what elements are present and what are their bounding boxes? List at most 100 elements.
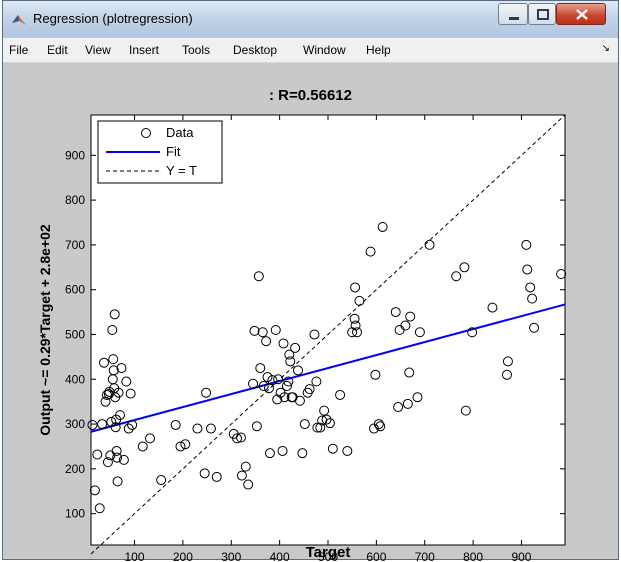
data-point [319, 405, 330, 416]
y-tick-label: 500 [65, 327, 85, 341]
data-point [145, 433, 156, 444]
minimize-button[interactable] [498, 3, 528, 25]
data-point [240, 461, 251, 472]
data-point [451, 271, 462, 282]
data-point [236, 470, 247, 481]
y-tick-label: 200 [65, 462, 85, 476]
data-point [393, 402, 404, 413]
data-point [404, 367, 415, 378]
menu-insert[interactable]: Insert [129, 43, 160, 57]
data-point [235, 432, 246, 443]
title-bar[interactable]: Regression (plotregression) [3, 1, 618, 37]
x-tick-label: 700 [415, 550, 435, 562]
data-point [522, 264, 533, 275]
data-point [127, 419, 138, 430]
data-point [487, 302, 498, 313]
data-point [373, 419, 384, 430]
y-axis-label: Output ~= 0.29*Target + 2.8e+02 [37, 224, 53, 436]
menu-view[interactable]: View [85, 43, 111, 57]
data-point [317, 415, 328, 426]
data-point [377, 221, 388, 232]
data-point [354, 295, 365, 306]
data-point [405, 311, 416, 322]
data-point [342, 445, 353, 456]
data-point [270, 325, 281, 335]
data-point [102, 457, 113, 468]
data-point [327, 443, 338, 454]
data-point [115, 410, 126, 421]
menu-edit[interactable]: Edit [47, 43, 68, 57]
x-tick-label: 400 [270, 550, 290, 562]
x-tick-label: 800 [463, 550, 483, 562]
data-point [87, 419, 98, 430]
fit-line [90, 303, 566, 433]
data-point [335, 389, 346, 400]
data-point [112, 452, 123, 463]
data-point [414, 327, 425, 338]
y-tick-label: 900 [65, 148, 85, 162]
menu-help[interactable]: Help [366, 43, 391, 57]
data-point [205, 423, 216, 434]
matlab-logo-icon [12, 15, 26, 25]
maximize-button[interactable] [528, 3, 556, 25]
data-point [110, 422, 121, 433]
data-point [412, 392, 423, 403]
data-point [192, 423, 203, 434]
data-point [267, 375, 278, 386]
data-point [309, 329, 320, 340]
data-point [264, 448, 275, 459]
data-point [321, 414, 332, 425]
data-point [349, 313, 360, 324]
data-point [113, 387, 124, 398]
data-point [170, 419, 181, 430]
data-point [290, 342, 301, 353]
data-point [116, 363, 127, 374]
data-point [273, 374, 284, 385]
y-tick-label: 300 [65, 417, 85, 431]
x-tick-label: 300 [221, 550, 241, 562]
data-point [112, 476, 123, 487]
data-point [262, 372, 273, 383]
data-point [556, 269, 567, 280]
legend-identity-label: Y = T [166, 163, 197, 178]
data-point [253, 271, 264, 282]
menu-desktop[interactable]: Desktop [233, 43, 278, 57]
menu-tools[interactable]: Tools [182, 43, 211, 57]
menu-file[interactable]: File [9, 43, 29, 57]
data-point [285, 356, 296, 367]
legend: Data Fit Y = T [97, 120, 223, 184]
data-point [315, 422, 326, 433]
toolbar-chevron-icon[interactable]: ↘ [601, 43, 610, 54]
data-point [92, 449, 103, 460]
data-point [121, 376, 132, 387]
menu-window[interactable]: Window [303, 43, 346, 57]
y-tick-label: 600 [65, 283, 85, 297]
data-point [527, 293, 538, 304]
data-point [156, 475, 167, 486]
data-point [118, 454, 129, 465]
data-point [375, 421, 386, 432]
data-point [299, 419, 310, 430]
data-point [89, 485, 100, 496]
identity-line [90, 114, 566, 555]
data-point [370, 369, 381, 380]
close-icon [576, 9, 588, 20]
axes-background [90, 114, 566, 546]
data-point [201, 387, 212, 398]
y-tick-label: 700 [65, 238, 85, 252]
data-point [459, 262, 470, 273]
close-button[interactable] [556, 3, 606, 25]
data-point [257, 327, 268, 338]
data-point [402, 398, 413, 409]
x-tick-label: 900 [511, 550, 531, 562]
y-tick-label: 400 [65, 372, 85, 386]
legend-fit-label: Fit [166, 144, 181, 159]
window-title: Regression (plotregression) [33, 11, 193, 26]
y-tick-label: 800 [65, 193, 85, 207]
maximize-icon [537, 9, 549, 20]
x-tick-label: 100 [125, 550, 145, 562]
x-tick-label: 600 [366, 550, 386, 562]
data-point [108, 354, 119, 365]
data-point [304, 384, 315, 395]
data-point [97, 419, 108, 430]
